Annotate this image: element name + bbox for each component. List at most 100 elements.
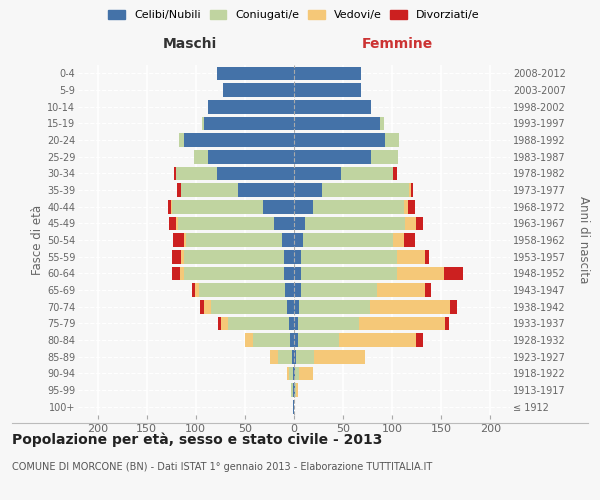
Bar xyxy=(416,216,422,230)
Text: Maschi: Maschi xyxy=(163,37,217,51)
Bar xyxy=(245,333,253,347)
Bar xyxy=(294,66,361,80)
Bar xyxy=(176,166,217,180)
Bar xyxy=(397,250,425,264)
Bar xyxy=(184,250,284,264)
Bar xyxy=(294,183,322,197)
Bar xyxy=(186,233,282,247)
Bar xyxy=(305,216,405,230)
Bar xyxy=(409,183,411,197)
Text: Popolazione per età, sesso e stato civile - 2013: Popolazione per età, sesso e stato civil… xyxy=(12,432,382,447)
Bar xyxy=(380,116,385,130)
Bar xyxy=(294,100,371,114)
Bar xyxy=(294,250,301,264)
Bar xyxy=(313,200,404,213)
Bar xyxy=(274,216,294,230)
Bar xyxy=(299,366,313,380)
Bar xyxy=(194,150,208,164)
Bar xyxy=(263,200,294,213)
Bar xyxy=(290,333,294,347)
Bar xyxy=(238,183,294,197)
Text: COMUNE DI MORCONE (BN) - Dati ISTAT 1° gennaio 2013 - Elaborazione TUTTITALIA.IT: COMUNE DI MORCONE (BN) - Dati ISTAT 1° g… xyxy=(12,462,432,472)
Bar xyxy=(291,383,293,397)
Bar xyxy=(203,116,294,130)
Bar xyxy=(294,333,298,347)
Bar xyxy=(292,350,294,364)
Bar xyxy=(296,350,314,364)
Bar xyxy=(289,316,294,330)
Bar xyxy=(289,366,293,380)
Bar xyxy=(293,366,294,380)
Bar xyxy=(253,333,290,347)
Bar xyxy=(287,300,294,314)
Bar xyxy=(294,216,305,230)
Bar xyxy=(359,316,445,330)
Bar xyxy=(278,350,292,364)
Bar xyxy=(217,166,294,180)
Bar xyxy=(416,333,422,347)
Bar xyxy=(301,250,397,264)
Bar xyxy=(228,316,289,330)
Bar xyxy=(294,200,313,213)
Bar xyxy=(411,183,413,197)
Bar xyxy=(294,233,303,247)
Bar xyxy=(271,350,278,364)
Bar xyxy=(174,166,176,180)
Bar xyxy=(217,66,294,80)
Bar xyxy=(184,133,294,147)
Bar xyxy=(425,250,428,264)
Bar xyxy=(404,233,415,247)
Y-axis label: Fasce di età: Fasce di età xyxy=(31,205,44,275)
Bar xyxy=(195,283,199,297)
Bar xyxy=(295,366,299,380)
Bar xyxy=(294,150,371,164)
Bar xyxy=(295,383,296,397)
Bar xyxy=(180,266,184,280)
Bar xyxy=(200,300,203,314)
Bar xyxy=(223,83,294,97)
Bar xyxy=(405,216,416,230)
Bar xyxy=(385,133,399,147)
Bar xyxy=(184,233,186,247)
Legend: Celibi/Nubili, Coniugati/e, Vedovi/e, Divorziati/e: Celibi/Nubili, Coniugati/e, Vedovi/e, Di… xyxy=(104,6,484,25)
Bar xyxy=(203,300,211,314)
Bar xyxy=(294,133,385,147)
Bar xyxy=(425,283,431,297)
Bar xyxy=(294,350,296,364)
Bar xyxy=(221,316,228,330)
Bar xyxy=(192,283,195,297)
Bar xyxy=(294,316,298,330)
Bar xyxy=(294,116,380,130)
Bar xyxy=(298,316,359,330)
Bar xyxy=(377,283,425,297)
Bar xyxy=(296,383,298,397)
Bar xyxy=(177,183,181,197)
Bar xyxy=(184,266,284,280)
Bar xyxy=(314,350,365,364)
Bar xyxy=(293,400,294,413)
Bar xyxy=(450,300,457,314)
Bar xyxy=(179,133,184,147)
Bar xyxy=(298,333,339,347)
Bar xyxy=(178,216,274,230)
Bar xyxy=(284,266,294,280)
Bar xyxy=(218,316,221,330)
Bar xyxy=(172,266,180,280)
Bar xyxy=(293,383,294,397)
Bar xyxy=(199,283,285,297)
Bar xyxy=(208,100,294,114)
Bar xyxy=(299,300,370,314)
Bar xyxy=(287,366,289,380)
Bar xyxy=(169,216,176,230)
Bar xyxy=(294,283,301,297)
Bar xyxy=(294,383,295,397)
Bar xyxy=(294,300,299,314)
Bar xyxy=(303,233,393,247)
Bar xyxy=(404,200,408,213)
Bar xyxy=(301,283,377,297)
Bar xyxy=(393,166,397,180)
Bar xyxy=(285,283,294,297)
Bar xyxy=(208,150,294,164)
Bar xyxy=(181,183,238,197)
Bar xyxy=(444,266,463,280)
